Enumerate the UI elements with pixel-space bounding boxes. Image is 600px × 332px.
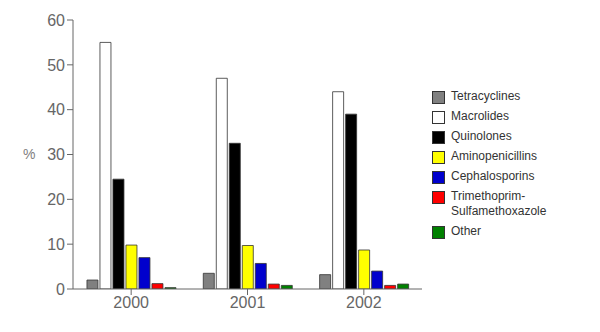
svg-text:40: 40	[47, 101, 65, 118]
html-text:Tetracyclines: Tetracyclines	[451, 88, 521, 103]
html-text:Macrolides: Macrolides	[451, 108, 509, 123]
svg-text:%: %	[23, 146, 35, 162]
svg-text:2002: 2002	[346, 294, 382, 311]
svg-text:60: 60	[47, 12, 65, 29]
html-text:Quinolones: Quinolones	[451, 128, 512, 143]
svg-text:20: 20	[47, 191, 65, 208]
html-text:Cephalosporins: Cephalosporins	[451, 168, 535, 183]
svg-text:2000: 2000	[113, 294, 149, 311]
html-text:Aminopenicillins: Aminopenicillins	[451, 148, 537, 163]
svg-text:10: 10	[47, 236, 65, 253]
svg-text:30: 30	[47, 146, 65, 163]
svg-text:0: 0	[56, 281, 65, 298]
html-text:Other: Other	[451, 223, 481, 238]
html-text:Trimethoprim- Sulfamethoxazole: Trimethoprim- Sulfamethoxazole	[451, 188, 547, 218]
svg-text:50: 50	[47, 57, 65, 74]
svg-text:2001: 2001	[230, 294, 266, 311]
